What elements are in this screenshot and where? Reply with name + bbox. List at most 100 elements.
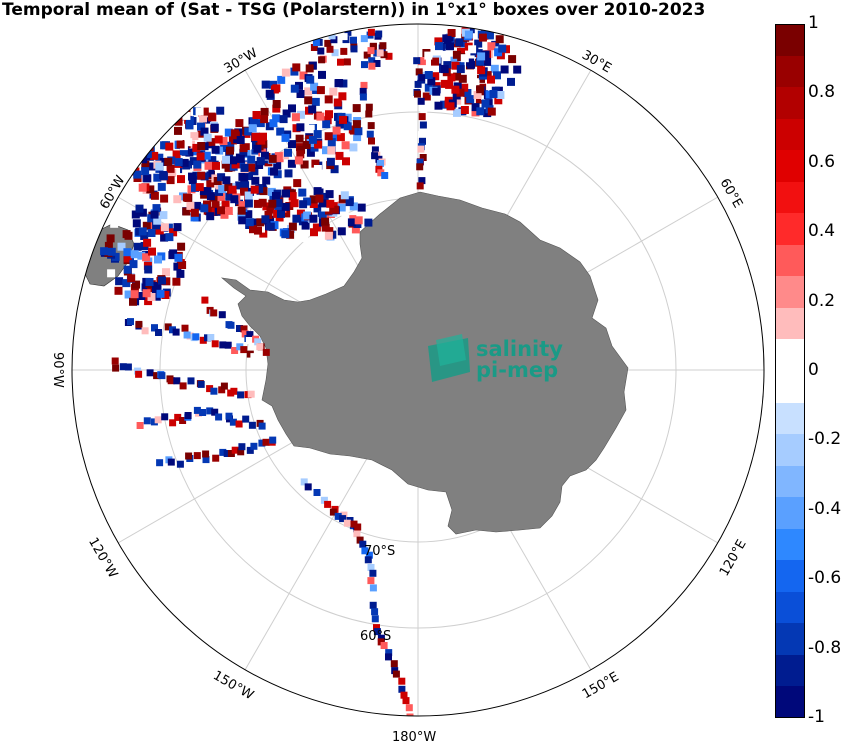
data-box (173, 223, 182, 232)
data-box (266, 215, 275, 224)
data-box (357, 203, 366, 212)
data-box (215, 413, 223, 421)
data-box (249, 225, 257, 234)
data-box (447, 29, 456, 37)
data-box (349, 143, 358, 152)
data-box (392, 670, 400, 678)
data-box (282, 189, 290, 198)
data-box (311, 159, 320, 168)
data-box (202, 151, 211, 160)
data-box (294, 156, 303, 165)
data-box (260, 107, 269, 116)
data-box (193, 160, 202, 169)
data-box (203, 133, 212, 142)
data-box (467, 60, 476, 69)
data-box (160, 223, 169, 232)
data-box (129, 260, 138, 269)
data-box (246, 331, 254, 339)
colorbar-segment (775, 276, 805, 309)
data-box (122, 230, 131, 239)
data-box (300, 160, 309, 169)
data-box (123, 254, 132, 263)
data-box (173, 377, 181, 385)
colorbar-tick-label: -1 (808, 707, 825, 727)
data-box (495, 35, 504, 44)
data-box (342, 157, 350, 166)
data-box (165, 116, 174, 125)
data-box (153, 372, 161, 380)
data-box (256, 343, 264, 351)
data-box (123, 248, 132, 257)
data-box (270, 85, 279, 94)
data-box (332, 126, 341, 135)
data-box (335, 120, 344, 129)
data-box (446, 42, 454, 51)
data-box (264, 211, 273, 219)
data-box (334, 512, 342, 520)
data-box (415, 68, 423, 76)
data-box (341, 212, 350, 221)
colorbar-tick-label: 0.6 (808, 151, 836, 172)
data-box (418, 177, 426, 185)
data-box (476, 85, 485, 94)
data-box (202, 450, 210, 458)
colorbar-tick-label: -0.8 (808, 637, 842, 658)
data-box (179, 382, 187, 390)
data-box (457, 47, 465, 56)
data-box (429, 62, 438, 71)
data-box (169, 249, 178, 258)
data-box (309, 195, 318, 204)
data-box (269, 436, 277, 444)
data-box (238, 201, 247, 210)
colorbar-segment (775, 87, 805, 120)
data-box (165, 142, 174, 151)
data-box (366, 130, 374, 138)
data-box (296, 123, 305, 132)
data-box (206, 385, 214, 393)
data-box (200, 127, 209, 136)
data-box (135, 204, 144, 213)
data-box (312, 223, 321, 232)
data-box (435, 42, 443, 51)
data-box (258, 439, 266, 447)
data-box (258, 198, 267, 207)
data-box (368, 62, 376, 70)
data-box (153, 281, 162, 290)
logo-line2: pi-mep (476, 358, 558, 382)
data-box (295, 81, 303, 90)
data-box (445, 80, 454, 89)
lon-label-150e: 150°E (580, 669, 622, 702)
data-box (308, 105, 317, 114)
data-box (248, 124, 257, 133)
data-box (216, 193, 225, 201)
data-box (199, 409, 207, 416)
data-box (107, 247, 116, 256)
data-box (260, 115, 269, 124)
data-box (250, 353, 258, 361)
data-box (481, 99, 490, 108)
data-box (279, 115, 288, 124)
data-box (142, 253, 151, 262)
data-box (246, 350, 254, 358)
data-box (431, 57, 439, 66)
data-box (106, 234, 115, 243)
data-box (131, 210, 140, 219)
data-box (327, 146, 336, 155)
data-box (217, 173, 226, 182)
data-box (354, 216, 363, 225)
data-box (331, 49, 339, 57)
data-box (363, 51, 371, 59)
data-box (229, 156, 238, 165)
data-box (284, 169, 293, 178)
data-box (490, 64, 499, 73)
data-box (173, 195, 182, 204)
data-box (273, 161, 282, 170)
data-box (226, 146, 234, 155)
data-box (230, 195, 239, 204)
colorbar-segment (775, 623, 805, 656)
data-box (254, 226, 262, 235)
data-box (211, 340, 219, 348)
data-box (478, 33, 487, 42)
map-title: Temporal mean of (Sat - TSG (Polarstern)… (2, 0, 706, 20)
data-box (487, 42, 496, 51)
